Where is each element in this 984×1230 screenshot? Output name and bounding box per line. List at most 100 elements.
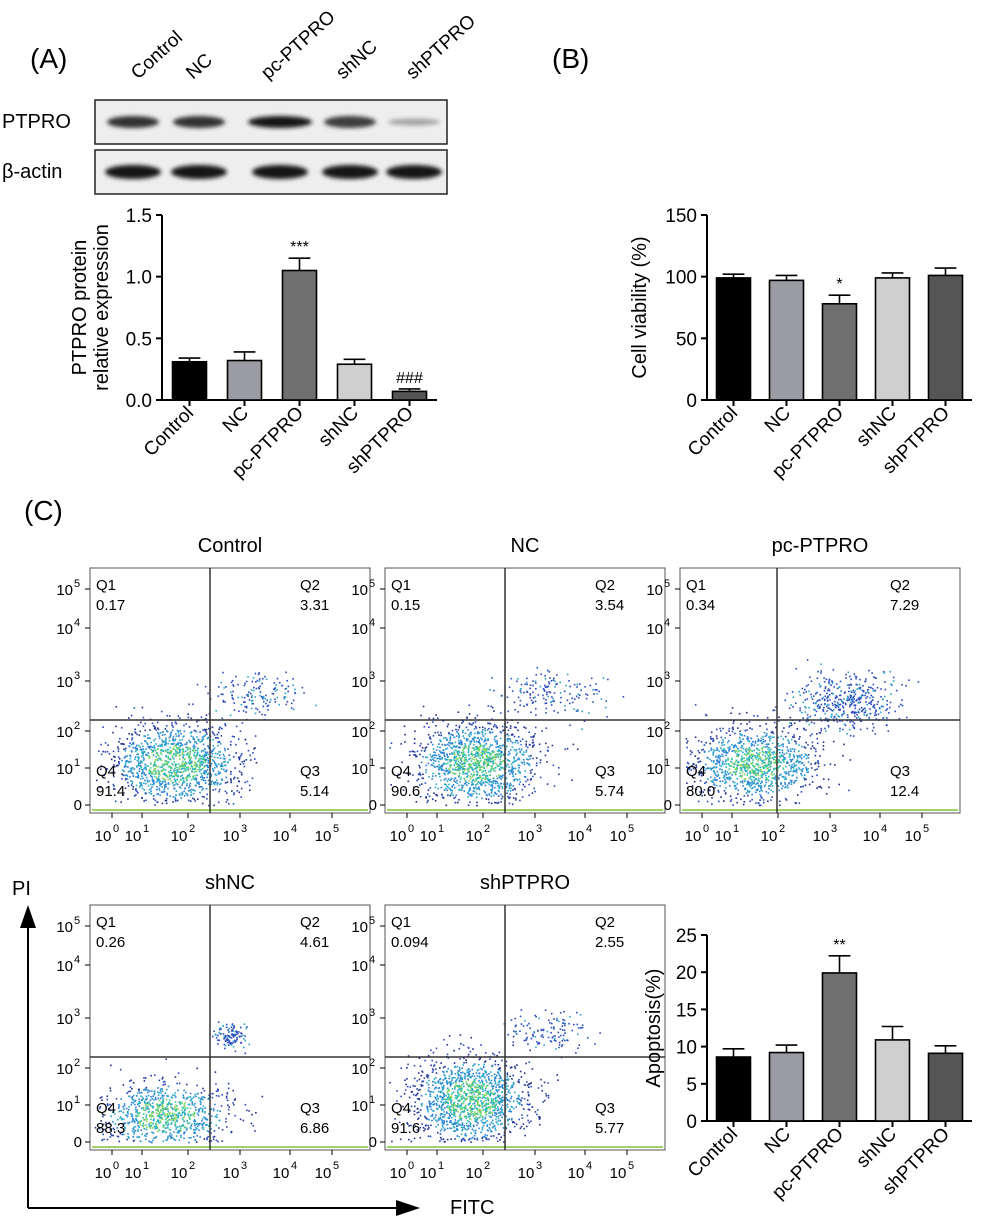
event-dot — [768, 746, 770, 749]
event-dot — [801, 770, 804, 773]
event-dot — [872, 705, 875, 708]
event-dot — [226, 781, 229, 783]
event-dot — [194, 729, 197, 732]
event-dot — [578, 683, 581, 685]
event-dot — [251, 777, 254, 780]
event-dot — [759, 804, 762, 807]
event-dot — [445, 804, 448, 807]
event-dot — [692, 767, 695, 770]
event-dot — [872, 723, 874, 725]
event-dot — [795, 802, 798, 805]
event-dot — [276, 677, 279, 680]
event-dot — [803, 746, 806, 748]
event-dot — [437, 757, 440, 760]
event-dot — [180, 742, 183, 745]
event-dot — [711, 796, 713, 799]
event-dot — [736, 750, 739, 753]
event-dot — [686, 771, 689, 773]
event-dot — [763, 731, 766, 734]
event-dot — [155, 729, 158, 731]
event-dot — [455, 746, 457, 748]
event-dot — [176, 1131, 178, 1134]
event-dot — [767, 775, 770, 778]
event-dot — [806, 698, 809, 700]
y-axis-label: Cell viability (%) — [629, 236, 651, 378]
event-dot — [553, 785, 556, 787]
event-dot — [511, 746, 514, 749]
event-dot — [738, 712, 741, 715]
event-dot — [805, 685, 808, 687]
event-dot — [501, 761, 503, 763]
event-dot — [187, 713, 189, 715]
event-dot — [177, 741, 180, 744]
event-dot — [486, 752, 489, 754]
event-dot — [748, 750, 751, 753]
event-dot — [432, 717, 435, 720]
event-dot — [795, 667, 798, 670]
event-dot — [827, 688, 830, 690]
event-dot — [798, 720, 801, 723]
event-dot — [238, 757, 241, 759]
event-dot — [740, 798, 742, 801]
event-dot — [168, 715, 171, 717]
event-dot — [513, 780, 516, 782]
event-dot — [474, 790, 476, 793]
event-dot — [739, 739, 742, 741]
event-dot — [192, 745, 194, 748]
event-dot — [768, 763, 771, 766]
event-dot — [200, 762, 202, 765]
event-dot — [123, 1103, 126, 1105]
event-dot — [467, 729, 469, 731]
event-dot — [261, 696, 264, 698]
event-dot — [413, 786, 415, 789]
event-dot — [749, 772, 752, 775]
event-dot — [488, 783, 491, 786]
event-dot — [719, 780, 721, 783]
event-dot — [889, 706, 891, 709]
event-dot — [195, 742, 198, 745]
event-dot — [777, 776, 780, 779]
event-dot — [246, 693, 248, 696]
event-dot — [148, 788, 151, 791]
event-dot — [432, 734, 435, 737]
event-dot — [165, 797, 168, 800]
event-dot — [134, 728, 136, 731]
event-dot — [159, 766, 162, 769]
event-dot — [796, 754, 798, 757]
event-dot — [184, 1102, 186, 1104]
event-dot — [155, 781, 158, 783]
event-dot — [797, 755, 799, 758]
event-dot — [698, 760, 701, 763]
event-dot — [225, 686, 227, 688]
event-dot — [161, 786, 163, 788]
event-dot — [223, 747, 226, 750]
event-dot — [135, 788, 137, 790]
event-dot — [531, 741, 534, 744]
event-dot — [814, 754, 817, 757]
event-dot — [709, 789, 711, 792]
event-dot — [733, 720, 735, 722]
event-dot — [211, 767, 214, 770]
event-dot — [219, 783, 221, 786]
event-dot — [451, 785, 454, 788]
event-dot — [475, 748, 477, 750]
event-dot — [886, 708, 889, 710]
x-tick-label: 10 — [315, 828, 332, 845]
event-dot — [727, 759, 729, 761]
event-dot — [120, 1098, 122, 1100]
event-dot — [556, 683, 559, 685]
event-dot — [869, 697, 871, 699]
event-dot — [469, 786, 471, 789]
event-dot — [834, 706, 837, 709]
event-dot — [479, 767, 481, 769]
event-dot — [787, 772, 789, 775]
event-dot — [789, 716, 792, 719]
event-dot — [157, 769, 159, 772]
event-dot — [95, 779, 98, 782]
event-dot — [445, 744, 447, 746]
event-dot — [151, 722, 154, 725]
event-dot — [219, 1110, 221, 1112]
event-dot — [869, 712, 872, 715]
event-dot — [183, 758, 186, 760]
event-dot — [475, 792, 478, 795]
